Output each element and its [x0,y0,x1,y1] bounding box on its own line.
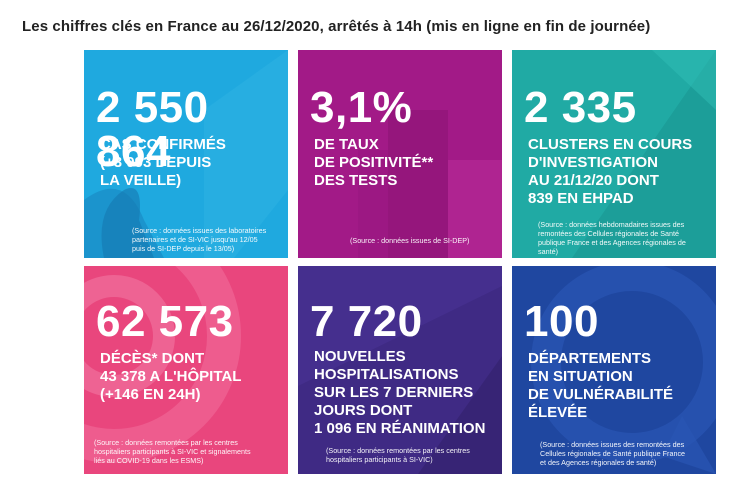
tile-value: 100 [524,297,599,346]
tile-label: DE TAUX DE POSITIVITÉ** DES TESTS [314,136,434,189]
tile-decoration [572,50,716,258]
tile-source: (Source : données issues des remontées d… [540,440,686,467]
tile-decoration [84,50,288,258]
tile-hospitalisations: 7 720 NOUVELLES HOSPITALISATIONS SUR LES… [298,266,502,474]
tile-decoration [298,266,502,474]
tile-label: DÉPARTEMENTS EN SITUATION DE VULNÉRABILI… [528,350,674,421]
tile-confirmed-cases: 2 550 864 CAS CONFIRMÉS (+3 093 DEPUIS L… [84,50,288,258]
tile-decoration [84,266,241,463]
tile-deaths: 62 573 DÉCÈS* DONT 43 378 A L'HÔPITAL (+… [84,266,288,474]
tile-value: 2 335 [524,83,637,132]
tile-value: 7 720 [310,297,423,346]
tile-label: CLUSTERS EN COURS D'INVESTIGATION AU 21/… [528,136,693,207]
tile-value: 2 550 864 [96,83,209,176]
tile-value: 3,1% [310,83,413,132]
tile-departments: 100 DÉPARTEMENTS EN SITUATION DE VULNÉRA… [512,266,716,474]
tile-value: 62 573 [96,297,234,346]
tile-clusters: 2 335 CLUSTERS EN COURS D'INVESTIGATION … [512,50,716,258]
tile-decoration [358,110,502,258]
tile-label: DÉCÈS* DONT 43 378 A L'HÔPITAL (+146 EN … [100,350,242,403]
tile-label: CAS CONFIRMÉS (+3 093 DEPUIS LA VEILLE) [100,136,226,189]
tile-source: (Source : données remontées par les cent… [94,438,251,465]
tile-label: NOUVELLES HOSPITALISATIONS SUR LES 7 DER… [314,348,486,437]
tile-source: (Source : données hebdomadaires issues d… [538,220,686,256]
page-title: Les chiffres clés en France au 26/12/202… [22,18,651,35]
tile-source: (Source : données issues de SI-DEP) [350,236,470,245]
tile-source: (Source : données remontées par les cent… [326,446,470,464]
tile-decoration [531,266,716,474]
tile-positivity-rate: 3,1% DE TAUX DE POSITIVITÉ** DES TESTS (… [298,50,502,258]
tile-source: (Source : données issues des laboratoire… [132,226,267,253]
